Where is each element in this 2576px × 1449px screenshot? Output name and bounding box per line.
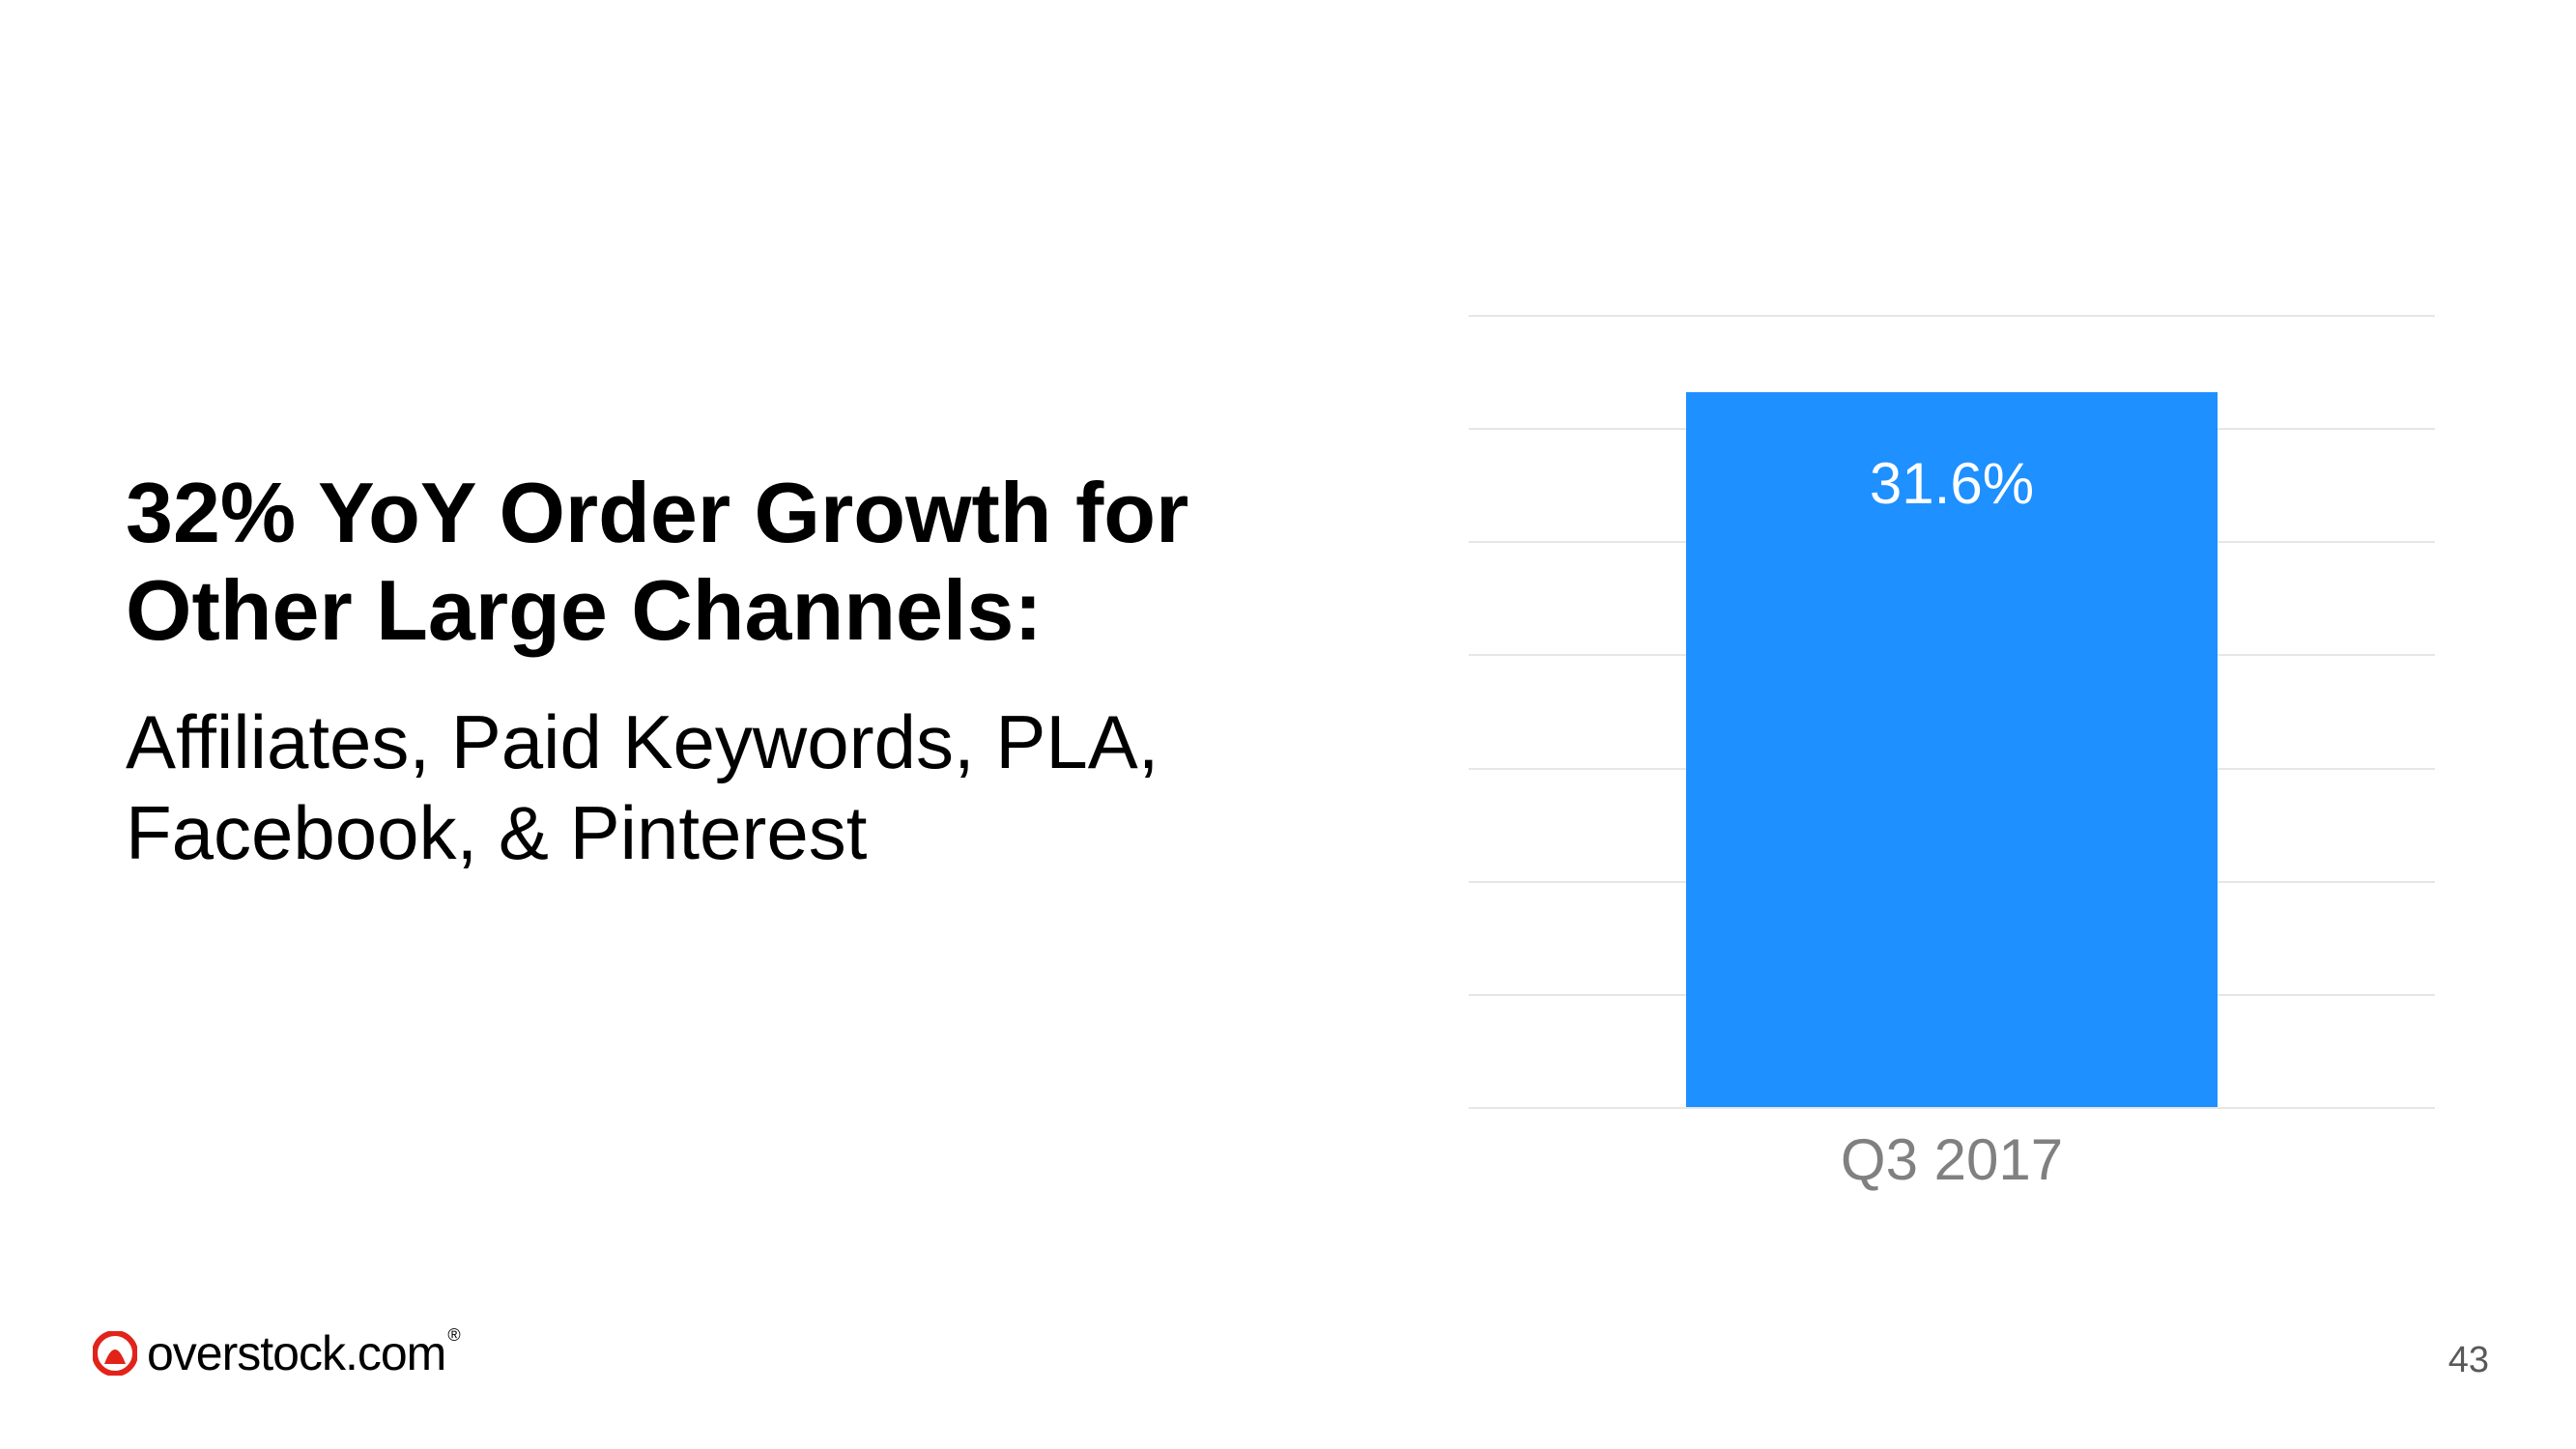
- slide-subtitle: Affiliates, Paid Keywords, PLA, Facebook…: [126, 697, 1382, 878]
- bar-chart: 31.6% Q3 2017: [1469, 315, 2435, 1184]
- chart-plot: 31.6%: [1469, 315, 2435, 1107]
- logo: overstock.com®: [93, 1325, 460, 1381]
- text-block: 32% YoY Order Growth for Other Large Cha…: [126, 464, 1382, 879]
- overstock-logo-icon: [93, 1331, 137, 1376]
- chart-bar-value-label: 31.6%: [1686, 450, 2218, 517]
- logo-wordmark: overstock.com: [147, 1326, 445, 1380]
- slide: 32% YoY Order Growth for Other Large Cha…: [0, 0, 2576, 1449]
- chart-gridline: [1469, 315, 2435, 317]
- page-number: 43: [2448, 1340, 2489, 1381]
- logo-trademark: ®: [447, 1325, 459, 1345]
- chart-gridline: [1469, 1107, 2435, 1109]
- slide-title: 32% YoY Order Growth for Other Large Cha…: [126, 464, 1382, 659]
- logo-text: overstock.com®: [147, 1325, 460, 1381]
- chart-x-label: Q3 2017: [1469, 1126, 2435, 1193]
- chart-bar: 31.6%: [1686, 392, 2218, 1107]
